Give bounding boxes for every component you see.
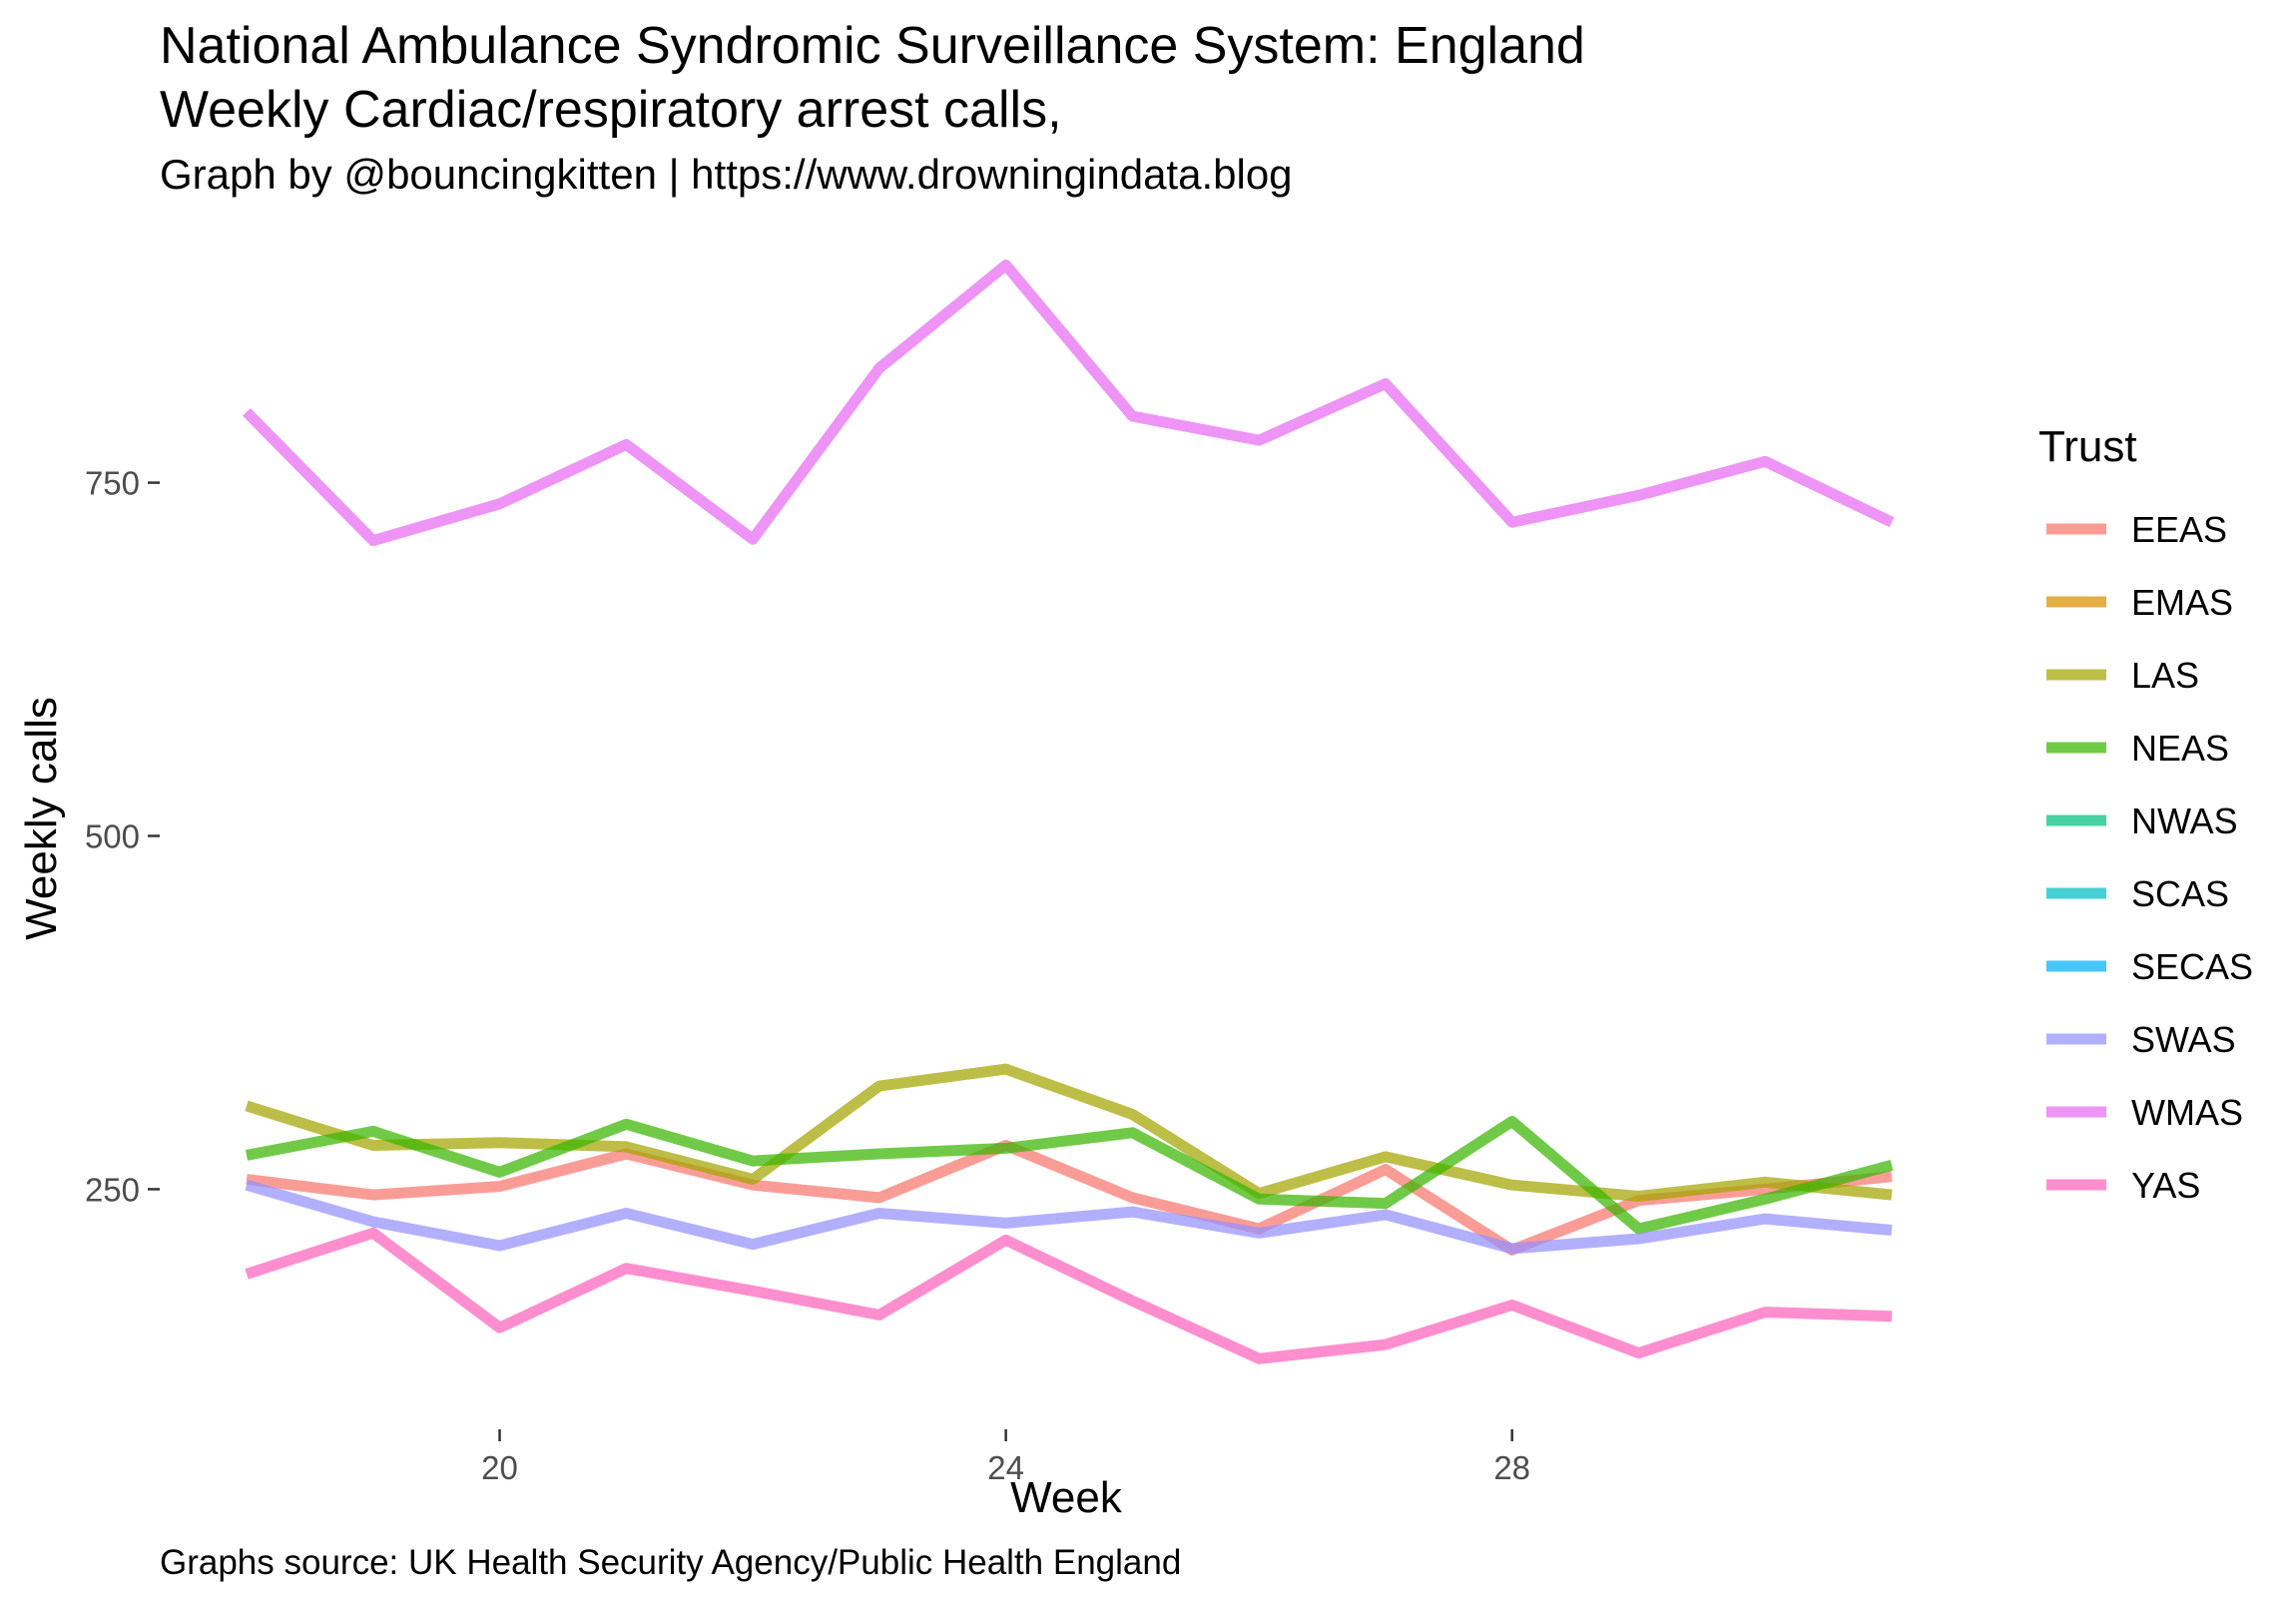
legend-label-yas: YAS <box>2131 1165 2200 1206</box>
x-tick-label: 24 <box>987 1449 1024 1486</box>
chart-caption: Graphs source: UK Health Security Agency… <box>160 1543 1182 1582</box>
x-tick-label: 28 <box>1493 1449 1530 1486</box>
legend-label-neas: NEAS <box>2131 728 2229 769</box>
legend-title: Trust <box>2038 422 2137 471</box>
chart-title: National Ambulance Syndromic Surveillanc… <box>160 14 1585 142</box>
series-line-neas <box>245 1116 1894 1235</box>
series-line-wmas <box>243 260 1895 547</box>
series-line-yas <box>245 1227 1893 1364</box>
chart-title-line2: Weekly Cardiac/respiratory arrest calls, <box>160 81 1062 139</box>
legend-label-eeas: EEAS <box>2131 509 2227 550</box>
x-axis: 20 24 28 <box>481 1429 1530 1486</box>
chart-subtitle: Graph by @bouncingkitten | https://www.d… <box>160 151 1293 198</box>
y-tick-label: 750 <box>85 465 140 502</box>
legend-label-swas: SWAS <box>2131 1019 2236 1060</box>
y-tick-label: 500 <box>85 818 140 855</box>
legend-label-las: LAS <box>2131 655 2199 696</box>
x-axis-title: Week <box>1010 1473 1123 1522</box>
y-axis-title: Weekly calls <box>17 697 66 940</box>
series-lines <box>243 260 1895 1364</box>
x-tick-label: 20 <box>481 1449 518 1486</box>
legend-label-wmas: WMAS <box>2131 1092 2243 1133</box>
series-line-swas <box>245 1179 1893 1255</box>
series-line-las <box>245 1063 1893 1202</box>
y-tick-label: 250 <box>85 1171 140 1208</box>
legend-label-secas: SECAS <box>2131 946 2253 987</box>
legend-label-nwas: NWAS <box>2131 800 2238 841</box>
legend-label-scas: SCAS <box>2131 873 2229 914</box>
legend-label-emas: EMAS <box>2131 582 2233 623</box>
legend: Trust EEAS EMAS LAS NEAS NWAS SCAS SECAS SWAS WM… <box>2038 422 2253 1206</box>
y-axis: 250 500 750 <box>85 465 160 1208</box>
chart-title-line1: National Ambulance Syndromic Surveillanc… <box>160 17 1585 75</box>
